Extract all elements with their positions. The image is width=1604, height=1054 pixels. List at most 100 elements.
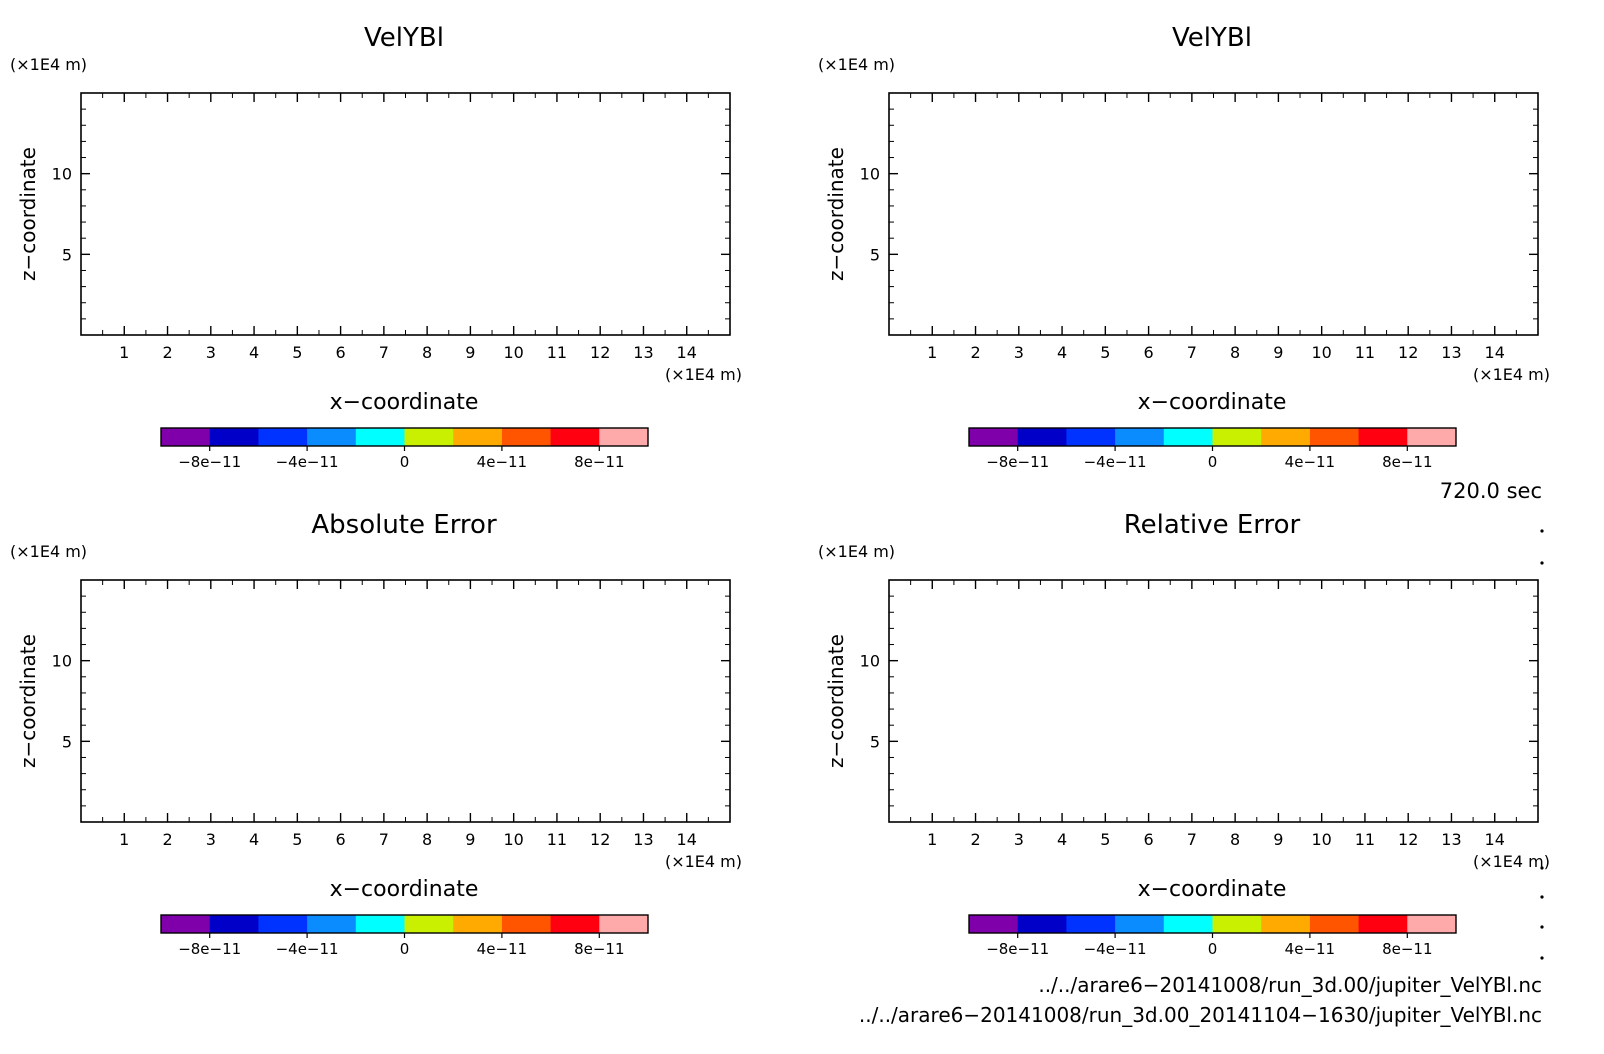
x-tick-label: 11 xyxy=(1355,343,1375,362)
colorbar-swatch xyxy=(599,915,649,933)
x-axis-label: x−coordinate xyxy=(1138,877,1287,902)
y-tick-label: 5 xyxy=(62,245,72,264)
y-axis-unit: (×1E4 m) xyxy=(10,542,87,561)
colorbar-swatch xyxy=(209,915,259,933)
colorbar-tick-label: 4e−11 xyxy=(1285,453,1335,471)
x-tick-label: 12 xyxy=(1398,343,1418,362)
chart-title: Relative Error xyxy=(1124,510,1301,540)
colorbar-tick-label: 4e−11 xyxy=(477,453,527,471)
x-tick-label: 12 xyxy=(1398,830,1418,849)
colorbar-swatch xyxy=(1163,428,1213,446)
colorbar-swatch xyxy=(209,428,259,446)
x-tick-label: 3 xyxy=(1014,343,1024,362)
x-tick-label: 13 xyxy=(1441,343,1461,362)
x-tick-label: 10 xyxy=(503,343,523,362)
colorbar-swatch xyxy=(501,428,552,446)
colorbar-tick-label: −8e−11 xyxy=(178,453,241,471)
colorbar-swatch xyxy=(161,915,211,933)
x-tick-label: 13 xyxy=(633,830,653,849)
x-tick-label: 8 xyxy=(1230,343,1240,362)
y-tick-label: 10 xyxy=(860,165,880,184)
y-tick-label: 5 xyxy=(62,732,72,751)
x-tick-label: 11 xyxy=(547,343,567,362)
x-tick-label: 11 xyxy=(1355,830,1375,849)
y-axis-unit: (×1E4 m) xyxy=(10,55,87,74)
colorbar-swatch xyxy=(1212,915,1262,933)
plot-frame xyxy=(888,579,1539,823)
x-tick-label: 1 xyxy=(119,830,129,849)
x-tick-label: 2 xyxy=(162,343,172,362)
margin-dot xyxy=(1540,895,1544,899)
x-tick-label: 3 xyxy=(206,830,216,849)
x-axis-unit: (×1E4 m) xyxy=(665,365,742,384)
margin-dot xyxy=(1540,529,1544,533)
time-label: 720.0 sec xyxy=(1440,479,1542,503)
colorbar-swatch xyxy=(1115,915,1165,933)
x-tick-label: 2 xyxy=(970,830,980,849)
colorbar-tick-label: 8e−11 xyxy=(1382,940,1432,958)
x-axis-unit: (×1E4 m) xyxy=(1473,852,1550,871)
margin-dot xyxy=(1540,925,1544,929)
colorbar-swatch xyxy=(1115,428,1165,446)
colorbar-swatch xyxy=(1066,915,1116,933)
x-tick-label: 5 xyxy=(1100,343,1110,362)
colorbar-swatch xyxy=(550,915,600,933)
chart-title: VelYBl xyxy=(364,23,444,53)
x-axis-label: x−coordinate xyxy=(330,390,479,415)
x-tick-label: 8 xyxy=(422,343,432,362)
x-tick-label: 3 xyxy=(1014,830,1024,849)
y-axis-label: z−coordinate xyxy=(16,147,40,281)
colorbar-swatch xyxy=(404,915,454,933)
colorbar-swatch xyxy=(1261,915,1311,933)
x-tick-label: 14 xyxy=(677,343,697,362)
x-tick-label: 8 xyxy=(1230,830,1240,849)
colorbar-swatch xyxy=(1163,915,1213,933)
colorbar-swatch xyxy=(307,428,357,446)
x-tick-label: 4 xyxy=(1057,343,1067,362)
colorbar-tick-label: 0 xyxy=(1208,453,1218,471)
x-tick-label: 2 xyxy=(162,830,172,849)
y-tick-label: 5 xyxy=(870,245,880,264)
x-axis-label: x−coordinate xyxy=(330,877,479,902)
colorbar-tick-label: −4e−11 xyxy=(1084,453,1147,471)
x-tick-label: 1 xyxy=(119,343,129,362)
y-axis-label: z−coordinate xyxy=(16,634,40,768)
x-tick-label: 12 xyxy=(590,343,610,362)
margin-dot xyxy=(1540,866,1544,870)
y-axis-label: z−coordinate xyxy=(824,634,848,768)
colorbar-swatch xyxy=(1066,428,1116,446)
x-tick-label: 14 xyxy=(1485,830,1505,849)
file-path-1: ../../arare6−20141008/run_3d.00/jupiter_… xyxy=(1038,973,1542,997)
y-tick-label: 5 xyxy=(870,732,880,751)
x-tick-label: 4 xyxy=(1057,830,1067,849)
colorbar-swatch xyxy=(404,428,454,446)
x-tick-label: 7 xyxy=(379,343,389,362)
x-tick-label: 6 xyxy=(1144,343,1154,362)
colorbar-tick-label: −4e−11 xyxy=(276,453,339,471)
colorbar-swatch xyxy=(1358,915,1408,933)
chart-title: VelYBl xyxy=(1172,23,1252,53)
x-tick-label: 9 xyxy=(1273,343,1283,362)
colorbar-tick-label: −4e−11 xyxy=(276,940,339,958)
x-tick-label: 14 xyxy=(1485,343,1505,362)
x-tick-label: 9 xyxy=(465,830,475,849)
x-tick-label: 5 xyxy=(292,830,302,849)
x-tick-label: 6 xyxy=(1144,830,1154,849)
x-tick-label: 10 xyxy=(1311,343,1331,362)
plot-frame xyxy=(888,92,1539,336)
chart-panel-3: Absolute Error(×1E4 m)1 2 3 4 5 6 7 8 9 10 11 12 13 1… xyxy=(10,510,742,958)
x-tick-label: 9 xyxy=(465,343,475,362)
x-tick-label: 10 xyxy=(503,830,523,849)
colorbar-swatch xyxy=(355,915,405,933)
colorbar-swatch xyxy=(453,428,503,446)
colorbar-tick-label: 0 xyxy=(400,940,410,958)
x-axis-unit: (×1E4 m) xyxy=(665,852,742,871)
x-tick-label: 7 xyxy=(379,830,389,849)
colorbar-tick-label: 4e−11 xyxy=(477,940,527,958)
colorbar-swatch xyxy=(453,915,503,933)
x-tick-label: 7 xyxy=(1187,343,1197,362)
colorbar-swatch xyxy=(599,428,649,446)
x-axis-label: x−coordinate xyxy=(1138,390,1287,415)
margin-dot xyxy=(1540,561,1544,565)
